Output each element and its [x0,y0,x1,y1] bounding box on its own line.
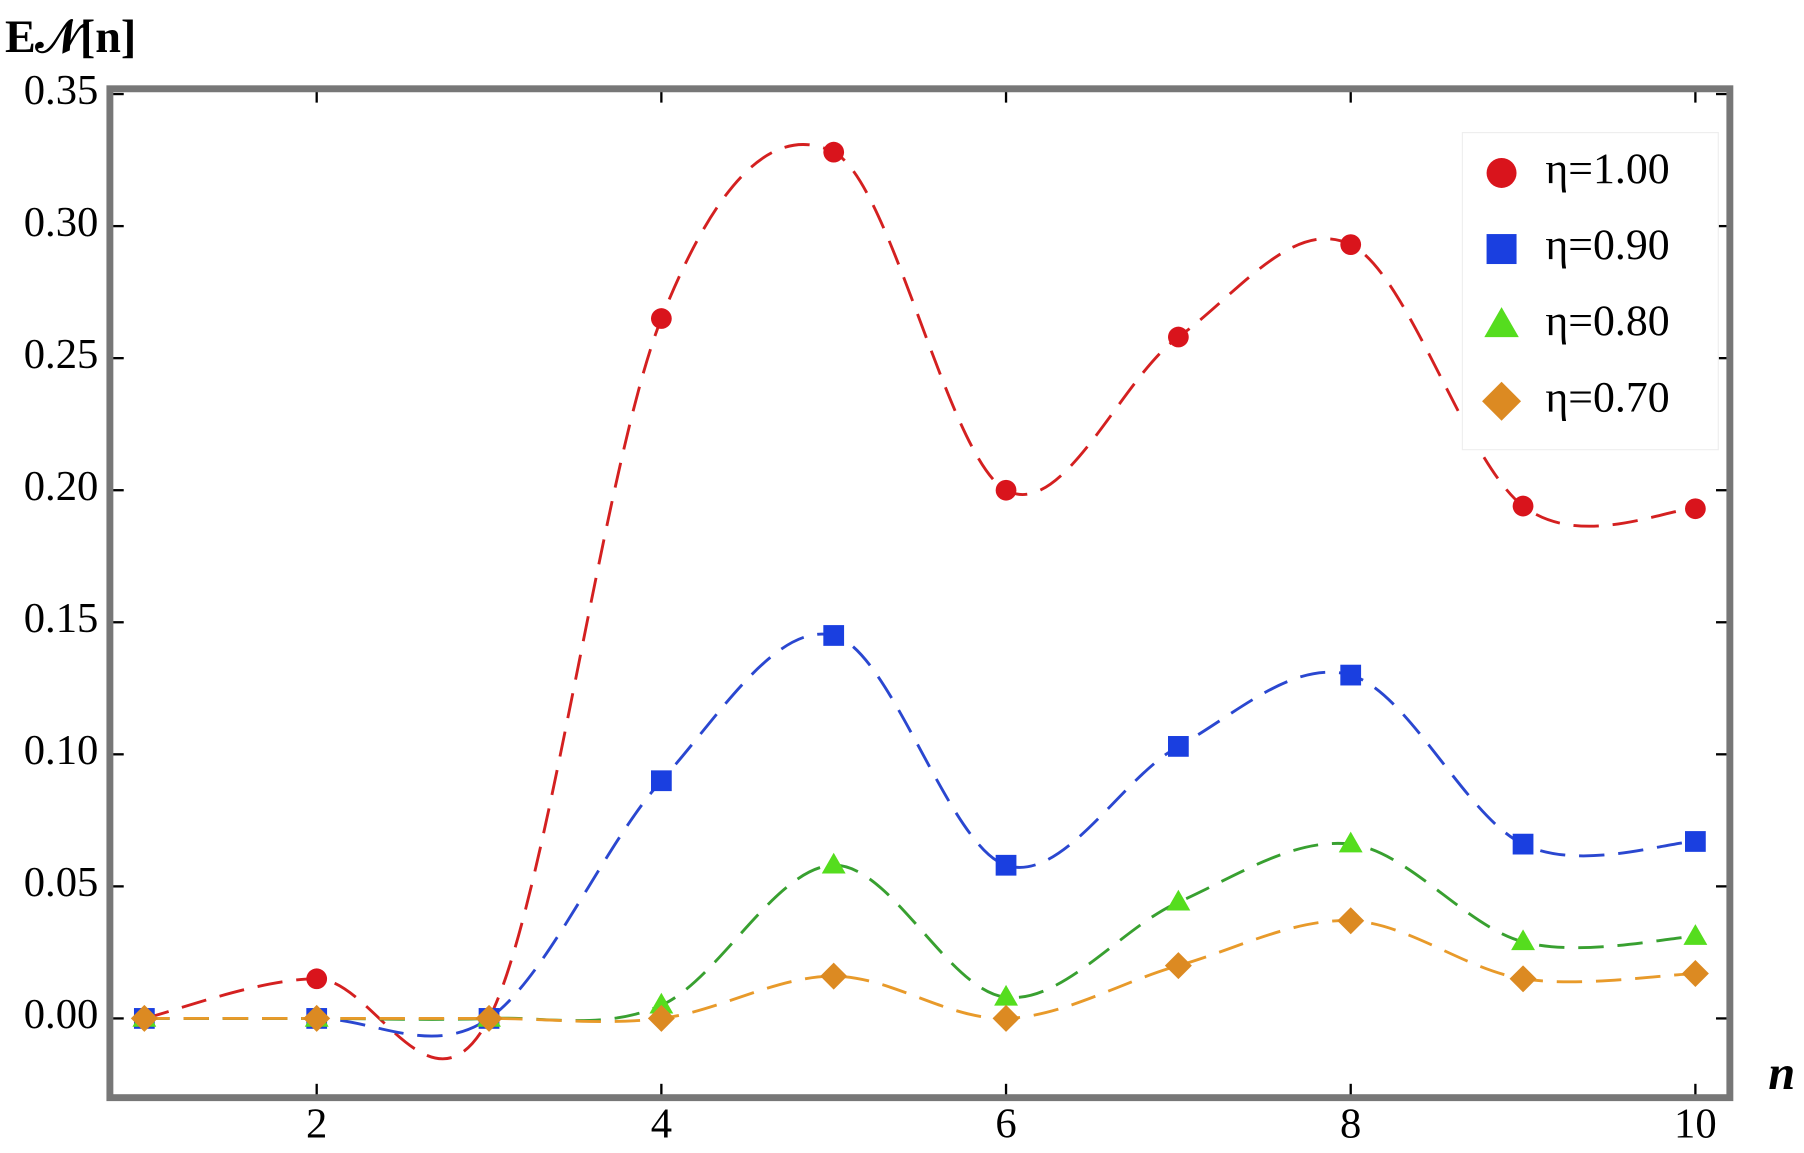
point [1681,960,1709,988]
point [1511,929,1535,951]
point [994,984,1018,1006]
x-tick-label: 6 [995,1100,1016,1147]
y-tick-label: 0.00 [24,991,99,1038]
point [1685,498,1706,520]
point [1512,833,1534,855]
point [995,479,1017,501]
y-tick-label: 0.25 [24,331,99,378]
point [1683,924,1708,945]
point [1166,889,1191,911]
point [650,308,672,329]
legend-label: η=0.80 [1545,297,1669,345]
curves [144,143,1696,1061]
point [823,141,845,163]
point [992,1004,1020,1032]
point [1509,965,1537,993]
y-tick-label: 0.30 [24,199,99,246]
point [823,625,845,646]
legend-marker [1486,234,1517,265]
series-curve [144,919,1696,1023]
y-tick-label: 0.35 [24,67,99,114]
legend: η=1.00 η=0.90 η=0.80 η=0.70 [1461,132,1719,451]
point [1338,831,1363,853]
point [821,852,846,874]
x-tick-label: 4 [651,1100,672,1147]
point [647,1004,675,1032]
ticks: 0.00 0.05 0.10 0.15 0.20 0.25 0.30 0.35 2 4 6 8 10 [24,67,1730,1147]
point [649,992,674,1014]
x-axis-label: n [1768,1047,1795,1100]
series-curve [144,841,1696,1023]
point [1337,907,1365,935]
legend-marker [1482,381,1522,421]
point [1340,664,1362,686]
point [820,962,848,990]
y-tick-label: 0.10 [24,727,99,774]
x-tick-label: 8 [1340,1100,1361,1147]
x-tick-label: 10 [1674,1100,1717,1147]
point [1164,952,1192,980]
point [650,770,672,792]
y-tick-label: 0.05 [24,859,99,906]
y-tick-label: 0.20 [24,463,99,510]
legend-marker [1484,307,1519,338]
x-tick-label: 2 [306,1100,327,1147]
point [306,968,328,990]
points [130,141,1709,1032]
legend-marker [1486,157,1517,188]
y-tick-label: 0.15 [24,595,99,642]
series-curve [144,632,1696,1038]
legend-label: η=1.00 [1545,145,1669,193]
y-axis-label: E𝒩[n] [5,11,136,62]
plot-frame [106,85,1734,1102]
point [1167,736,1189,757]
point [1167,326,1189,348]
legend-label: η=0.90 [1545,221,1669,269]
legend-label: η=0.70 [1545,373,1669,421]
point [995,854,1017,876]
point [1685,831,1706,852]
point [1512,495,1534,517]
series-curve [144,143,1696,1061]
point [1340,234,1362,255]
